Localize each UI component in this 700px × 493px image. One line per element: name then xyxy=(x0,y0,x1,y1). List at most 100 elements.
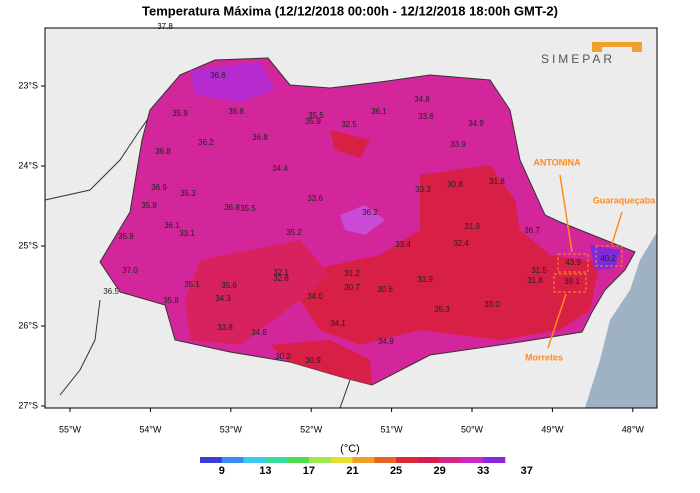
colorbar-swatch xyxy=(352,457,375,463)
station-value: 35.6 xyxy=(221,281,237,290)
station-value: 30.9 xyxy=(305,356,321,365)
colorbar-tick-label: 9 xyxy=(219,465,225,477)
station-value: 35.2 xyxy=(286,228,302,237)
arrow xyxy=(611,211,623,245)
station-value: 36.2 xyxy=(362,208,378,217)
station-value: 36.2 xyxy=(198,138,214,147)
colorbar-swatch xyxy=(461,457,484,463)
colorbar-swatch xyxy=(287,457,310,463)
station-value: 33.4 xyxy=(395,240,411,249)
border xyxy=(59,299,101,396)
colorbar-swatch xyxy=(243,457,266,463)
hot-region xyxy=(330,130,370,158)
station-value: 30.2 xyxy=(275,352,291,361)
station-value: 35.9 xyxy=(118,232,134,241)
station-value: 36.1 xyxy=(164,221,180,230)
station-value: 32.1 xyxy=(273,268,289,277)
station-value: 30.8 xyxy=(447,180,463,189)
station-value: 43.9 xyxy=(565,258,581,267)
station-value: 31.5 xyxy=(531,266,547,275)
colorbar-swatch xyxy=(396,457,419,463)
station-value: 34.9 xyxy=(468,119,484,128)
station-value: 34.8 xyxy=(414,95,430,104)
map-frame xyxy=(44,27,658,409)
highlight-box xyxy=(595,245,623,267)
longitude-label: 51°W xyxy=(381,424,404,434)
station-value: 35.5 xyxy=(308,111,324,120)
station-value: 39.1 xyxy=(564,277,580,286)
top-value: 37.8 xyxy=(157,22,173,31)
colorbar-swatch xyxy=(221,457,244,463)
very-hot-region xyxy=(590,245,620,270)
logo: SIMEPAR xyxy=(541,52,615,66)
colorbar-swatch xyxy=(308,457,332,463)
colorbar-swatch xyxy=(374,457,397,463)
station-value: 36.8 xyxy=(155,147,171,156)
highlight-box xyxy=(557,253,589,273)
station-value: 33.1 xyxy=(179,229,195,238)
station-value: 30.6 xyxy=(377,285,393,294)
colorbar-tick-label: 13 xyxy=(259,465,271,477)
station-value: 31.3 xyxy=(464,222,480,231)
colorbar-tick-label: 21 xyxy=(346,465,358,477)
arrow xyxy=(547,293,567,349)
cool-region xyxy=(190,62,275,102)
cool-region xyxy=(340,205,385,235)
colorbar-swatch xyxy=(439,457,462,463)
generated: 55°W 54°W 53°W 52°W 51°W 50°W 49°W 48°W 23°S 24°S… xyxy=(18,71,644,477)
colorbar-swatch xyxy=(417,457,440,463)
highlight-box xyxy=(553,273,587,293)
station-value: 31.8 xyxy=(527,276,543,285)
title: Temperatura Máxima (12/12/2018 00:00h - … xyxy=(142,3,558,18)
station-value: 35.1 xyxy=(184,280,200,289)
hot-region xyxy=(300,165,600,345)
station-value: 31.2 xyxy=(344,269,360,278)
colorbar-swatch xyxy=(483,457,506,463)
longitude-label: 54°W xyxy=(139,424,162,434)
warm-region xyxy=(185,240,330,345)
station-value: 35.3 xyxy=(180,189,196,198)
station-value: 35.9 xyxy=(172,109,188,118)
station-value: 36.8 xyxy=(252,133,268,142)
station-value: 31.8 xyxy=(489,177,505,186)
station-value: 35.8 xyxy=(141,201,157,210)
station-value: 36.8 xyxy=(224,203,240,212)
longitude-label: 48°W xyxy=(622,424,645,434)
station-value: 35.5 xyxy=(240,204,256,213)
latitude-label: 23°S xyxy=(18,80,38,90)
station-value: 36.9 xyxy=(151,183,167,192)
colorbar-tick-label: 25 xyxy=(390,465,402,477)
station-value: 33.9 xyxy=(450,140,466,149)
colorbar-tick-label: 37 xyxy=(521,465,533,477)
station-value: 32.4 xyxy=(453,239,469,248)
station-value: 35.3 xyxy=(434,305,450,314)
border xyxy=(339,379,351,409)
longitude-label: 49°W xyxy=(541,424,564,434)
station-value: 37.0 xyxy=(122,266,138,275)
station-value: 34.4 xyxy=(272,164,288,173)
place-label: Morretes xyxy=(525,352,563,362)
colorbar-tick-label: 33 xyxy=(477,465,489,477)
longitude-label: 50°W xyxy=(461,424,484,434)
place-label: ANTONINA xyxy=(533,157,581,167)
latitude-label: 27°S xyxy=(18,400,38,410)
colorbar-swatch xyxy=(330,457,353,463)
station-value: 35.8 xyxy=(163,296,179,305)
colorbar-tick-label: 17 xyxy=(303,465,315,477)
arrow xyxy=(559,174,573,253)
station-value: 36.6 xyxy=(210,71,226,80)
longitude-label: 52°W xyxy=(300,424,323,434)
station-value: 34.3 xyxy=(215,294,231,303)
station-value: 33.8 xyxy=(217,323,233,332)
colorbar-swatch xyxy=(200,457,223,463)
station-value: 33.6 xyxy=(418,112,434,121)
station-value: 36.5 xyxy=(103,287,119,296)
station-value: 33.6 xyxy=(307,194,323,203)
latitude-label: 26°S xyxy=(18,320,38,330)
station-value: 34.6 xyxy=(251,328,267,337)
latitude-label: 25°S xyxy=(18,240,38,250)
colorbar-swatch xyxy=(265,457,288,463)
station-value: 32.8 xyxy=(273,274,289,283)
station-value: 36.1 xyxy=(371,107,387,116)
